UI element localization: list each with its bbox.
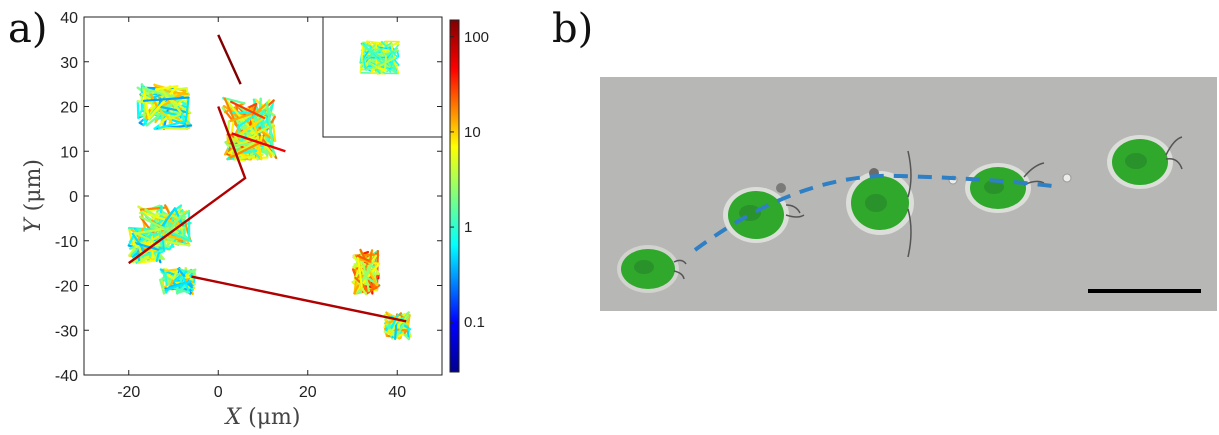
trajectory-cluster xyxy=(127,226,166,264)
trajectory-cluster xyxy=(136,83,193,130)
cell-5 xyxy=(1107,135,1183,189)
y-tick-label: 40 xyxy=(60,10,78,27)
trajectory-run xyxy=(231,132,286,153)
trajectory-run xyxy=(128,106,247,265)
inset-frame xyxy=(322,16,443,138)
y-tick-label: -40 xyxy=(55,368,78,385)
trajectory-cluster xyxy=(159,267,197,295)
trajectory-cluster xyxy=(221,96,278,160)
y-tick-label: 30 xyxy=(60,55,78,72)
colorbar-ticks: 100 10 1 0.1 xyxy=(450,29,489,331)
y-tick-label: 20 xyxy=(60,100,78,117)
cell-2 xyxy=(723,183,805,243)
trajectory-cluster xyxy=(383,311,412,341)
trajectory-cluster xyxy=(351,248,381,296)
scale-bar xyxy=(1088,289,1201,293)
panel-b-label: b) xyxy=(552,6,594,52)
y-tick-label: -20 xyxy=(55,279,78,296)
y-tick-label: -30 xyxy=(55,323,78,340)
inset-trajectory xyxy=(359,40,401,75)
x-tick-label: 20 xyxy=(299,384,317,401)
microscopy-image xyxy=(600,77,1217,311)
cell-3 xyxy=(846,150,914,258)
axes: -20 0 20 40 -40 -30 -20 -10 0 10 20 30 40 xyxy=(55,10,442,401)
y-tick-label: -10 xyxy=(55,234,78,251)
cell-4 xyxy=(948,162,1072,213)
x-axis-title: X (μm) xyxy=(224,405,301,430)
x-tick-label: 40 xyxy=(388,384,406,401)
trajectory-chart: -20 0 20 40 -40 -30 -20 -10 0 10 20 30 40 X (μm) Y (… xyxy=(21,10,489,430)
colorbar-tick-label: 100 xyxy=(464,29,489,46)
colorbar-tick-label: 1 xyxy=(464,219,472,236)
y-tick-label: 0 xyxy=(69,189,78,206)
trajectory-run xyxy=(191,275,407,323)
trajectory-layer xyxy=(127,34,412,341)
colorbar xyxy=(449,19,460,373)
inset xyxy=(322,16,443,138)
x-tick-label: 0 xyxy=(214,384,223,401)
x-axis-var: X xyxy=(224,405,243,430)
y-tick-label: 10 xyxy=(60,144,78,161)
x-tick-label: -20 xyxy=(117,384,140,401)
y-axis-title: Y (μm) xyxy=(21,159,46,233)
panel-a-label: a) xyxy=(8,6,48,52)
colorbar-tick-label: 0.1 xyxy=(464,314,485,331)
trajectory-run xyxy=(217,34,242,85)
x-axis-unit: (μm) xyxy=(248,405,300,430)
y-axis-unit: (μm) xyxy=(21,159,46,211)
y-axis-var: Y xyxy=(21,216,46,233)
colorbar-tick-label: 10 xyxy=(464,124,481,141)
cell-1 xyxy=(617,245,687,293)
